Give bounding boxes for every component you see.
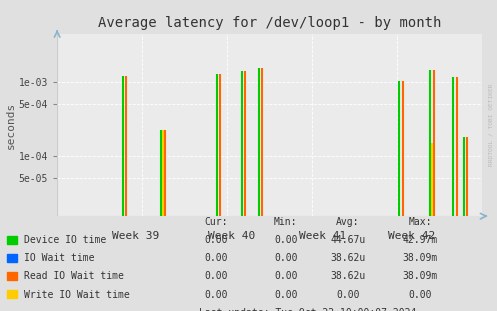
Text: 0.00: 0.00 [204,272,228,281]
Text: Week 39: Week 39 [112,231,160,241]
Text: 0.00: 0.00 [274,272,298,281]
Text: 42.97m: 42.97m [403,235,437,245]
Text: 0.00: 0.00 [274,253,298,263]
Text: 0.00: 0.00 [336,290,360,299]
Text: Write IO Wait time: Write IO Wait time [24,290,130,299]
Text: Avg:: Avg: [336,217,360,227]
Text: Week 41: Week 41 [299,231,346,241]
Title: Average latency for /dev/loop1 - by month: Average latency for /dev/loop1 - by mont… [98,16,441,30]
Text: Cur:: Cur: [204,217,228,227]
Text: 0.00: 0.00 [204,235,228,245]
Text: Min:: Min: [274,217,298,227]
Text: Week 42: Week 42 [388,231,435,241]
Text: 38.09m: 38.09m [403,253,437,263]
Y-axis label: seconds: seconds [6,102,16,149]
Text: 38.62u: 38.62u [331,272,365,281]
Text: IO Wait time: IO Wait time [24,253,94,263]
Text: 0.00: 0.00 [274,290,298,299]
Text: Week 40: Week 40 [208,231,255,241]
Text: 0.00: 0.00 [204,290,228,299]
Text: 38.62u: 38.62u [331,253,365,263]
Text: RRDTOOL / TOBI OETIKER: RRDTOOL / TOBI OETIKER [489,83,494,166]
Text: 0.00: 0.00 [204,253,228,263]
Text: Max:: Max: [408,217,432,227]
Text: 0.00: 0.00 [274,235,298,245]
Text: Read IO Wait time: Read IO Wait time [24,272,124,281]
Text: Last update: Tue Oct 22 10:00:07 2024: Last update: Tue Oct 22 10:00:07 2024 [199,308,417,311]
Text: 0.00: 0.00 [408,290,432,299]
Text: Device IO time: Device IO time [24,235,106,245]
Text: 38.09m: 38.09m [403,272,437,281]
Text: 44.67u: 44.67u [331,235,365,245]
